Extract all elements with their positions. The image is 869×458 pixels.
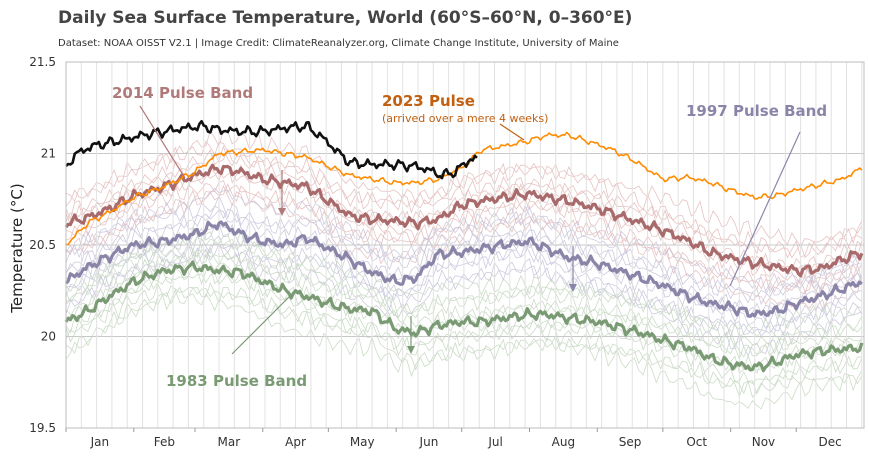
- annotation-1997: 1997 Pulse Band: [686, 102, 827, 120]
- annotation-2014: 2014 Pulse Band: [112, 84, 253, 102]
- x-tick-label: Feb: [154, 435, 175, 449]
- pointer-1997: [729, 131, 801, 287]
- series-lines: [64, 119, 864, 373]
- annotation-2023: 2023 Pulse: [382, 92, 475, 110]
- y-tick-label: 19.5: [29, 421, 56, 435]
- series-line-orange: [65, 131, 863, 246]
- y-axis-label: Temperature (°C): [8, 183, 26, 313]
- x-tick-label: Aug: [552, 435, 575, 449]
- plot-frame: [65, 61, 865, 429]
- arrow-head-2014: [278, 208, 286, 216]
- chart-subtitle: Dataset: NOAA OISST V2.1 | Image Credit:…: [58, 38, 619, 49]
- y-tick-label: 20: [41, 330, 56, 344]
- arrow-head-1997: [569, 284, 577, 292]
- pointer-2014: [139, 105, 186, 179]
- arrow-head-1983: [407, 346, 415, 354]
- x-tick-label: Jan: [90, 435, 110, 449]
- x-tick-label: Sep: [619, 435, 642, 449]
- series-line-purple: [64, 220, 863, 318]
- series-line-y2023: [65, 119, 478, 180]
- x-tick-label: Jun: [419, 435, 439, 449]
- pointer-1983: [231, 289, 297, 355]
- series-line-red: [64, 163, 864, 278]
- x-tick-label: Jul: [487, 435, 502, 449]
- x-tick-label: Mar: [218, 435, 241, 449]
- annotation-arrows: [139, 105, 801, 355]
- chart-title: Daily Sea Surface Temperature, World (60…: [58, 8, 633, 28]
- y-tick-label: 20.5: [29, 238, 56, 252]
- x-tick-label: Nov: [752, 435, 775, 449]
- x-tick-label: Apr: [285, 435, 306, 449]
- x-tick-label: Dec: [818, 435, 841, 449]
- annotation-2023-sub: (arrived over a mere 4 weeks): [382, 112, 548, 125]
- pointer-2023: [499, 123, 525, 141]
- x-tick-label: May: [350, 435, 375, 449]
- annotation-1983: 1983 Pulse Band: [166, 372, 307, 390]
- series-line-green: [64, 260, 864, 373]
- axes: 19.5 20 20.5 21 21.5 Jan Feb Mar Apr May Jun Jul Aug…: [29, 55, 865, 449]
- x-tick-label: Oct: [686, 435, 707, 449]
- y-tick-label: 21: [41, 147, 56, 161]
- y-tick-label: 21.5: [29, 55, 56, 69]
